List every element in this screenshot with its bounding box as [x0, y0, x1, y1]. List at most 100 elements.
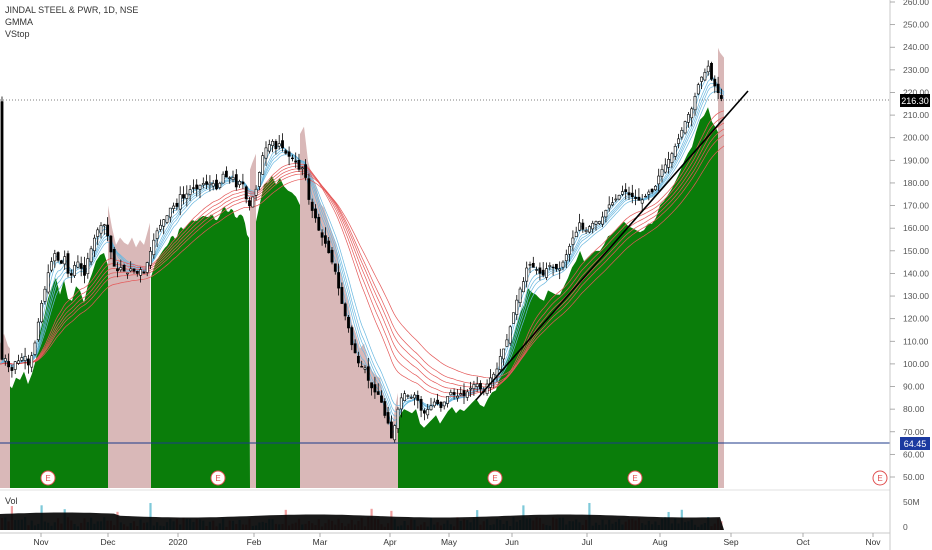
- earnings-marker-label: E: [45, 474, 50, 483]
- candle-body: [604, 210, 608, 218]
- candle-body: [132, 268, 136, 272]
- candle-body: [182, 194, 185, 199]
- candle-body: [192, 187, 195, 189]
- price-tick-label: 140.00: [903, 268, 929, 278]
- vstop-bull-region: [398, 107, 718, 489]
- candle-body: [208, 182, 212, 186]
- candle-body: [287, 151, 291, 157]
- candle-body: [320, 232, 324, 238]
- candle-body: [198, 184, 202, 190]
- candle-body: [13, 361, 17, 370]
- candle-body: [307, 178, 311, 200]
- candle-body: [389, 421, 393, 439]
- indicator-vstop[interactable]: VStop: [5, 29, 30, 39]
- candle-body: [234, 174, 238, 188]
- candle-body: [297, 159, 301, 170]
- symbol-title[interactable]: JINDAL STEEL & PWR, 1D, NSE: [5, 5, 139, 15]
- candle-body: [337, 272, 341, 289]
- candle-body: [76, 261, 80, 268]
- earnings-marker-label: E: [877, 474, 882, 483]
- candle-body: [657, 175, 661, 185]
- candle-body: [683, 121, 687, 134]
- candle-body: [79, 263, 83, 269]
- candle-body: [40, 302, 44, 323]
- candle-body: [558, 268, 562, 271]
- price-tick-label: 210.00: [903, 110, 929, 120]
- candle-body: [574, 231, 578, 238]
- price-axis[interactable]: 260.00 250.00 240.00 230.00 220.00 210.00 200.…: [890, 0, 929, 482]
- candle-body: [211, 183, 215, 187]
- earnings-marker-label: E: [215, 474, 220, 483]
- candle-body: [112, 249, 116, 267]
- candle-body: [205, 181, 209, 185]
- candle-body: [264, 147, 268, 159]
- gmma-long-line: [0, 145, 725, 379]
- price-tick-label: 60.00: [903, 449, 925, 459]
- candle-body: [680, 130, 684, 138]
- candle-body: [594, 221, 598, 225]
- candle-body: [436, 399, 440, 405]
- vstop-bear-region: [300, 126, 398, 488]
- candle-body: [366, 366, 370, 381]
- candle-body: [630, 192, 634, 197]
- candle-body: [356, 355, 360, 364]
- candle-body: [693, 96, 697, 111]
- candle-body: [188, 189, 192, 195]
- candle-body: [7, 361, 11, 368]
- candle-body: [521, 281, 525, 293]
- candle-body: [106, 224, 110, 237]
- candle-body: [102, 224, 106, 227]
- candle-body: [647, 191, 651, 195]
- candle-body: [370, 382, 374, 389]
- candle-body: [531, 262, 535, 268]
- volume-ma-area: [0, 512, 724, 530]
- candle-body: [20, 357, 24, 361]
- indicator-gmma[interactable]: GMMA: [5, 17, 33, 27]
- candle-body: [706, 65, 710, 73]
- candle-body: [545, 268, 548, 278]
- candle-body: [26, 358, 30, 366]
- candle-body: [515, 299, 519, 315]
- candle-body: [274, 141, 278, 150]
- candle-body: [86, 258, 90, 275]
- price-tick-label: 200.00: [903, 133, 929, 143]
- price-tick-label: 220.00: [903, 87, 929, 97]
- candle-body: [159, 224, 162, 230]
- candle-body: [663, 164, 667, 173]
- candle-body: [637, 196, 641, 201]
- candle-body: [614, 198, 618, 201]
- price-tick-label: 110.00: [903, 336, 929, 346]
- time-tick-label: Sep: [723, 537, 738, 547]
- candle-body: [59, 260, 63, 264]
- candle-body: [162, 219, 166, 227]
- volume-bar: [149, 503, 152, 530]
- candle-body: [462, 390, 466, 396]
- candle-body: [455, 395, 459, 399]
- candle-body: [653, 185, 657, 191]
- time-axis[interactable]: Nov Dec 2020 Feb Mar Apr May Jun Jul Aug Sep Oct Nov: [33, 533, 881, 547]
- candle-body: [700, 76, 704, 82]
- candle-body: [228, 177, 232, 179]
- candle-body: [452, 392, 456, 395]
- vstop-bear-region: [718, 47, 724, 488]
- candle-body: [314, 208, 317, 219]
- time-tick-label: Jun: [505, 537, 519, 547]
- candle-body: [581, 222, 585, 230]
- candle-body: [640, 199, 644, 204]
- candle-body: [165, 215, 169, 223]
- candle-body: [175, 202, 179, 207]
- volume-label[interactable]: Vol: [5, 496, 18, 506]
- candle-body: [142, 271, 146, 274]
- time-tick-label: 2020: [169, 537, 188, 547]
- candle-body: [93, 237, 96, 252]
- vstop-bull-region: [151, 207, 250, 488]
- trendline[interactable]: [475, 90, 749, 401]
- candle-body: [244, 186, 248, 200]
- candle-body: [257, 172, 261, 187]
- candle-body: [409, 397, 413, 399]
- candle-body: [241, 181, 245, 185]
- candle-body: [502, 348, 506, 360]
- candle-body: [713, 78, 717, 87]
